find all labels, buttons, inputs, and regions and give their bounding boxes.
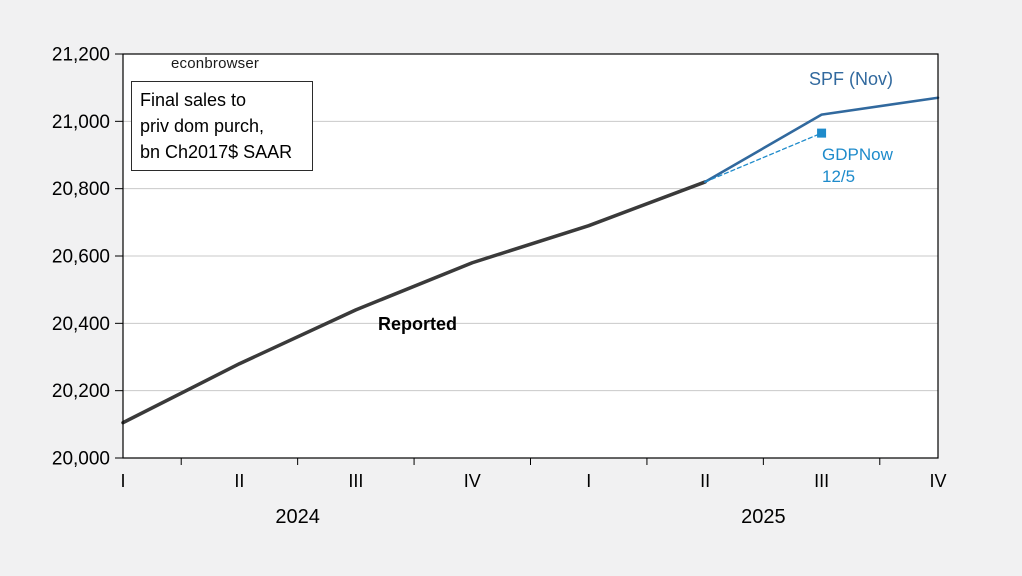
- y-tick-label: 21,000: [52, 112, 110, 133]
- watermark-econbrowser: econbrowser: [171, 55, 260, 72]
- x-quarter-label: II: [234, 471, 244, 491]
- chart-title-line-1: Final sales to: [140, 90, 247, 110]
- end-marker-square: [817, 128, 827, 138]
- chart-title-box: Final sales to priv dom purch, bn Ch2017…: [131, 81, 313, 171]
- x-quarter-label: I: [120, 471, 125, 491]
- x-year-label: 2024: [275, 506, 320, 528]
- x-quarter-label: II: [700, 471, 710, 491]
- y-tick-label: 20,600: [52, 247, 110, 268]
- series-line-reported: [121, 180, 707, 425]
- series-label-reported: Reported: [378, 314, 458, 334]
- chart-title-line-2: priv dom purch,: [140, 116, 265, 136]
- x-quarter-label: III: [814, 471, 829, 491]
- plot-border: [122, 53, 939, 459]
- x-quarter-label: IV: [464, 471, 481, 491]
- x-quarter-label: IV: [929, 471, 946, 491]
- series-label-gdpnow: GDPNow 12/5: [822, 145, 893, 186]
- x-quarter-label: I: [586, 471, 591, 491]
- y-tick-label: 20,200: [52, 381, 110, 402]
- series-label-spf-nov: SPF (Nov): [809, 69, 894, 89]
- y-tick-label: 20,400: [52, 314, 110, 335]
- y-tick-label: 20,000: [52, 449, 110, 470]
- y-tick-label: 20,800: [52, 179, 110, 200]
- y-tick-label: 21,200: [52, 45, 110, 66]
- x-quarter-label: III: [348, 471, 363, 491]
- series-line-gdpnow-12-5: [704, 132, 823, 183]
- series-line-spf-nov-: [703, 96, 940, 184]
- x-year-label: 2025: [741, 506, 786, 528]
- chart-title-line-3: bn Ch2017$ SAAR: [140, 142, 293, 162]
